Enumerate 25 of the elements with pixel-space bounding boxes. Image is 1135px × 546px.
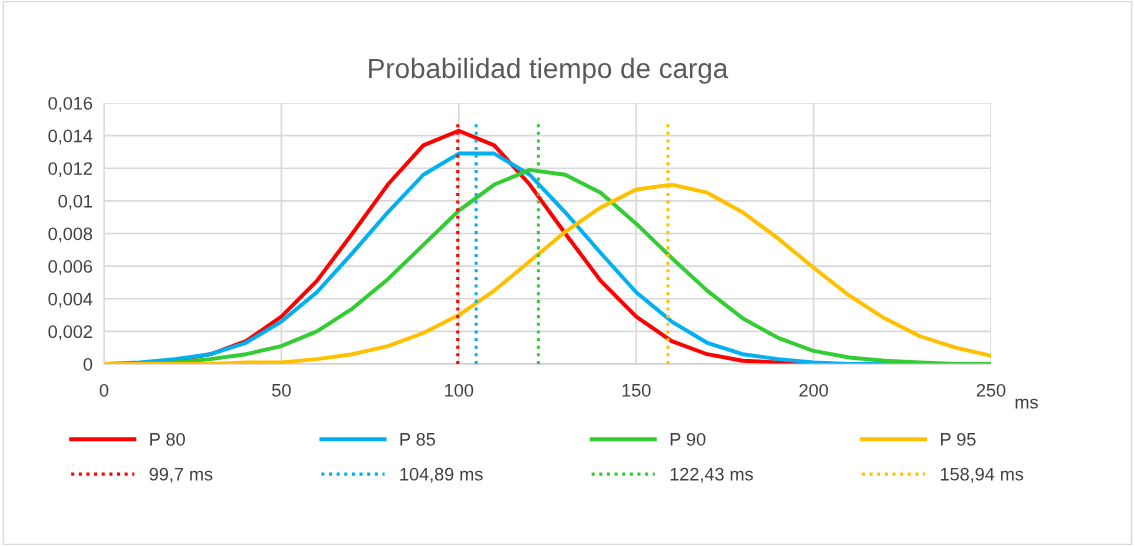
x-axis-title: ms <box>1015 398 1038 409</box>
x-tick-label: 100 <box>445 383 474 397</box>
y-tick-label: 0,016 <box>48 96 93 112</box>
legend-label: P 95 <box>941 432 976 446</box>
y-tick-label: 0,01 <box>58 194 93 210</box>
y-tick-label: 0,002 <box>48 325 92 341</box>
legend-label: P 80 <box>150 432 185 446</box>
legend-label: 122,43 ms <box>670 467 753 483</box>
y-tick-label: 0 <box>83 357 93 371</box>
x-tick-label: 0 <box>99 383 109 397</box>
x-tick-label: 250 <box>976 383 1006 397</box>
y-tick-label: 0,006 <box>48 260 93 275</box>
y-tick-label: 0,008 <box>48 227 93 243</box>
y-tick-label: 0,012 <box>48 162 92 178</box>
legend-label: P 90 <box>670 432 706 446</box>
chart-title: Probabilidad tiempo de carga <box>369 57 729 84</box>
x-tick-label: 200 <box>799 383 828 397</box>
x-tick-label: 50 <box>272 383 291 397</box>
x-tick-label: 150 <box>622 383 651 397</box>
y-tick-label: 0,004 <box>48 292 93 308</box>
legend-label: 158,94 ms <box>940 467 1024 483</box>
y-tick-label: 0,014 <box>48 129 93 145</box>
legend-label: 104,89 ms <box>400 467 483 483</box>
legend-label: P 85 <box>400 432 436 446</box>
legend-label: 99,7 ms <box>149 467 213 483</box>
